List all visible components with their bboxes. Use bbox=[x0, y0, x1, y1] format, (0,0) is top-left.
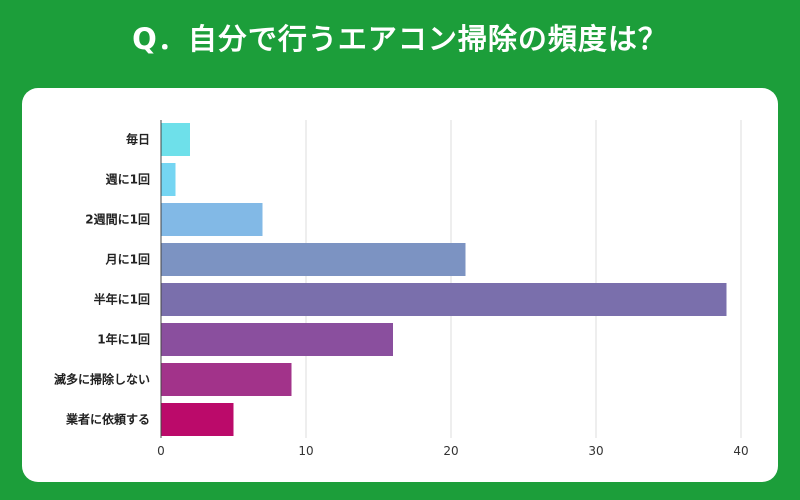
bar bbox=[161, 123, 190, 156]
x-tick-label: 40 bbox=[733, 444, 748, 458]
x-tick-label: 20 bbox=[443, 444, 458, 458]
bar bbox=[161, 363, 292, 396]
bar bbox=[161, 243, 466, 276]
x-tick-label: 10 bbox=[298, 444, 313, 458]
x-tick-label: 0 bbox=[157, 444, 165, 458]
category-label: 週に1回 bbox=[106, 172, 150, 187]
x-tick-label: 30 bbox=[588, 444, 603, 458]
category-label: 2週間に1回 bbox=[85, 212, 150, 227]
bar bbox=[161, 203, 263, 236]
category-label: 月に1回 bbox=[105, 253, 150, 267]
category-label: 半年に1回 bbox=[94, 292, 150, 307]
page-title: Q．自分で行うエアコン掃除の頻度は？ bbox=[132, 22, 668, 56]
bar bbox=[161, 403, 234, 436]
category-label: 業者に依頼する bbox=[65, 412, 150, 427]
bar bbox=[161, 163, 176, 196]
bar bbox=[161, 283, 727, 316]
category-label: 1年に1回 bbox=[97, 332, 150, 347]
bar bbox=[161, 323, 393, 356]
category-label: 滅多に掃除しない bbox=[54, 372, 150, 387]
category-label: 毎日 bbox=[126, 132, 150, 147]
